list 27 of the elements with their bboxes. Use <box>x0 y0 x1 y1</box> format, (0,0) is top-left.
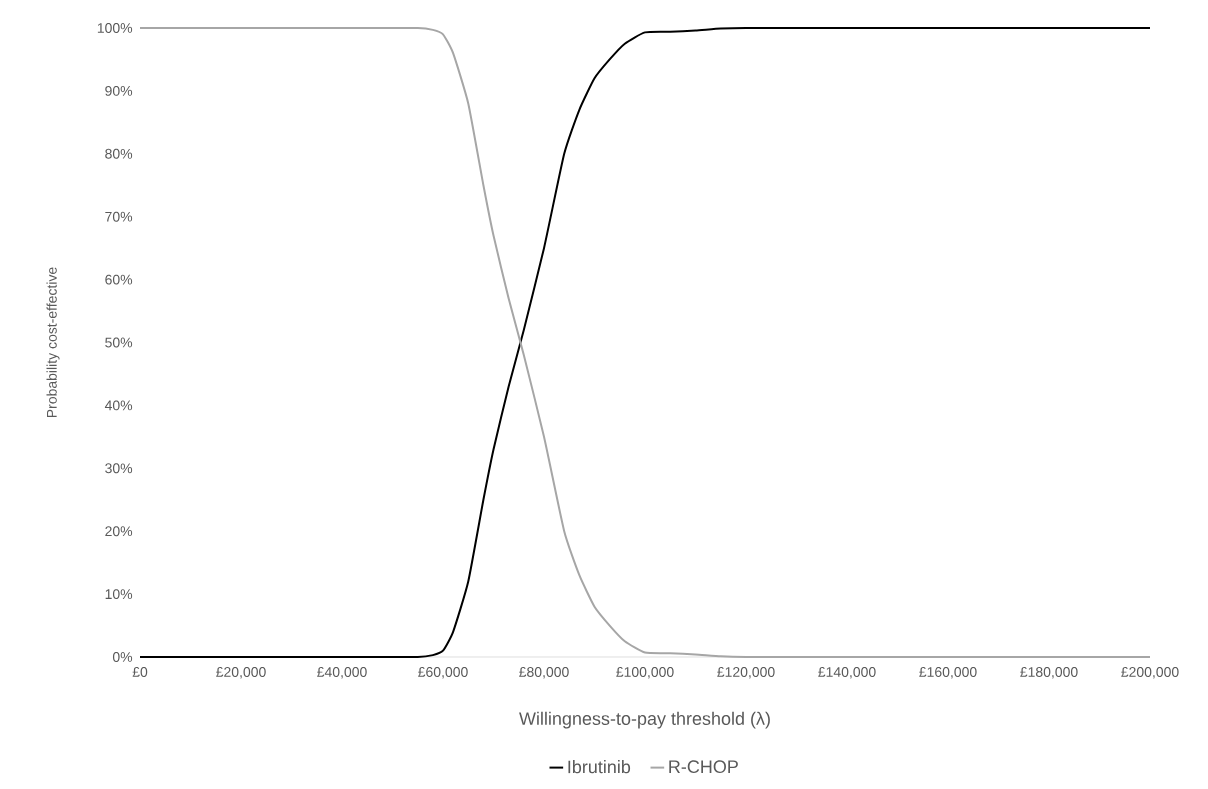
y-tick-label: 0% <box>112 652 133 662</box>
x-tick-label: £20,000 <box>216 667 266 679</box>
y-tick-label: 50% <box>105 337 133 348</box>
legend-label: R-CHOP <box>669 760 738 774</box>
x-tick-label: £200,000 <box>1121 667 1179 679</box>
y-axis-title: Probability cost-effective <box>46 267 60 418</box>
y-tick-label: 100% <box>97 23 133 33</box>
y-tick-label: 90% <box>105 85 133 96</box>
x-tick-label: £160,000 <box>919 667 977 679</box>
y-tick-label: 20% <box>105 526 133 537</box>
x-tick-label: £0 <box>132 667 148 677</box>
y-tick-label: 40% <box>104 400 133 411</box>
y-tick-label: 30% <box>105 463 133 474</box>
x-tick-label: £80,000 <box>519 667 569 679</box>
legend-label: Ibrutinib <box>568 760 631 774</box>
y-tick-label: 10% <box>105 589 133 600</box>
x-axis-title: Willingness-to-pay threshold (λ) <box>519 711 770 729</box>
y-tick-label: 80% <box>105 148 133 159</box>
x-tick-label: £120,000 <box>717 667 775 679</box>
line-series <box>139 26 1151 659</box>
x-tick-label: £180,000 <box>1020 667 1078 679</box>
x-tick-label: £40,000 <box>317 667 367 679</box>
y-tick-label: 70% <box>105 211 133 222</box>
x-tick-label: £100,000 <box>616 667 674 679</box>
y-tick-label: 60% <box>105 274 133 285</box>
x-tick-label: £140,000 <box>818 667 876 679</box>
x-tick-label: £60,000 <box>418 667 468 679</box>
